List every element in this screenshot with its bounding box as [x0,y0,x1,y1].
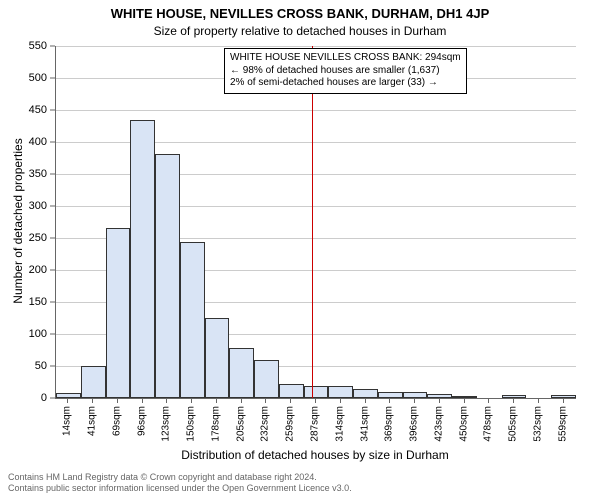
xtick-mark [191,398,192,403]
annotation-line: ← 98% of detached houses are smaller (1,… [230,65,461,78]
xtick-label: 505sqm [508,406,519,442]
xtick-mark [265,398,266,403]
xtick-mark [389,398,390,403]
xtick-label: 314sqm [334,406,345,442]
xtick-mark [216,398,217,403]
histogram-bar [353,389,378,398]
histogram-bar [254,360,279,398]
ytick-label: 400 [17,136,47,148]
xtick-mark [365,398,366,403]
annotation-line: WHITE HOUSE NEVILLES CROSS BANK: 294sqm [230,52,461,65]
annotation-line: 2% of semi-detached houses are larger (3… [230,77,461,90]
xtick-label: 423sqm [433,406,444,442]
ytick-label: 100 [17,328,47,340]
xtick-mark [538,398,539,403]
xtick-label: 178sqm [210,406,221,442]
y-axis-label: Number of detached properties [11,121,25,321]
xtick-label: 69sqm [111,406,122,436]
xtick-mark [241,398,242,403]
footer-line-1: Contains HM Land Registry data © Crown c… [8,472,352,483]
chart-title-main: WHITE HOUSE, NEVILLES CROSS BANK, DURHAM… [0,6,600,21]
ytick-label: 300 [17,200,47,212]
xtick-mark [513,398,514,403]
histogram-bar [56,393,81,398]
xtick-label: 559sqm [557,406,568,442]
histogram-bar [427,394,452,398]
xtick-mark [92,398,93,403]
xtick-label: 396sqm [409,406,420,442]
histogram-bar [551,395,576,398]
marker-line [312,46,313,398]
histogram-bar [180,242,205,398]
ytick-label: 200 [17,264,47,276]
histogram-bar [106,228,131,398]
histogram-bar [304,386,329,398]
xtick-mark [166,398,167,403]
xtick-label: 14sqm [62,406,73,436]
histogram-bar [81,366,106,398]
xtick-mark [414,398,415,403]
xtick-mark [117,398,118,403]
xtick-label: 532sqm [532,406,543,442]
xtick-mark [290,398,291,403]
ytick-label: 250 [17,232,47,244]
xtick-label: 150sqm [186,406,197,442]
xtick-label: 232sqm [260,406,271,442]
footer-line-2: Contains public sector information licen… [8,483,352,494]
ytick-label: 0 [17,392,47,404]
chart-title-sub: Size of property relative to detached ho… [0,24,600,38]
xtick-mark [464,398,465,403]
x-axis-label: Distribution of detached houses by size … [55,448,575,462]
chart-container: WHITE HOUSE, NEVILLES CROSS BANK, DURHAM… [0,0,600,500]
xtick-label: 450sqm [458,406,469,442]
xtick-label: 41sqm [87,406,98,436]
xtick-label: 478sqm [483,406,494,442]
xtick-label: 205sqm [235,406,246,442]
footer-text: Contains HM Land Registry data © Crown c… [8,472,352,494]
histogram-bar [155,154,180,398]
xtick-label: 341sqm [359,406,370,442]
xtick-label: 287sqm [310,406,321,442]
histogram-bar [130,120,155,398]
xtick-label: 369sqm [384,406,395,442]
xtick-mark [67,398,68,403]
histogram-bar [328,386,353,398]
xtick-mark [439,398,440,403]
xtick-mark [488,398,489,403]
xtick-label: 259sqm [285,406,296,442]
xtick-label: 96sqm [136,406,147,436]
histogram-bar [229,348,254,398]
ytick-label: 50 [17,360,47,372]
xtick-mark [315,398,316,403]
xtick-mark [142,398,143,403]
xtick-mark [563,398,564,403]
ytick-label: 500 [17,72,47,84]
ytick-label: 450 [17,104,47,116]
annotation-box: WHITE HOUSE NEVILLES CROSS BANK: 294sqm←… [224,48,467,94]
gridline [56,46,576,47]
histogram-bar [452,396,477,398]
gridline [56,110,576,111]
ytick-label: 350 [17,168,47,180]
ytick-label: 550 [17,40,47,52]
ytick-label: 150 [17,296,47,308]
histogram-bar [279,384,304,398]
xtick-label: 123sqm [161,406,172,442]
plot-area [55,46,576,399]
xtick-mark [340,398,341,403]
histogram-bar [205,318,230,398]
